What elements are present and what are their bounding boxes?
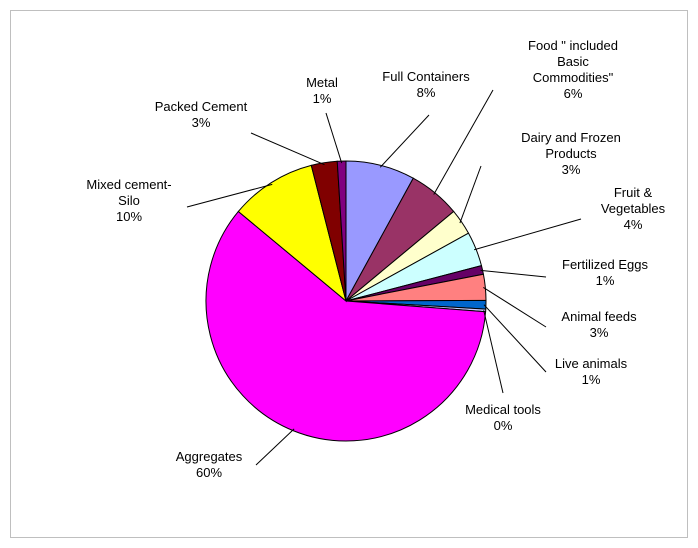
pie-chart: Full Containers 8% Food " included Basic Com… [86,38,665,480]
leader-line-metal [325,112,343,164]
slice-label-line: Fertilized Eggs [562,257,648,272]
leader-line-medical-tools [483,310,504,394]
leader-lines [186,89,582,466]
chart-frame: Full Containers 8% Food " included Basic Com… [10,10,688,538]
slice-label-fruit-vegetables: Fruit & Vegetables 4% [601,185,666,232]
leader-line-full-containers [379,114,430,168]
slice-percent: 1% [582,372,601,387]
slice-label-full-containers: Full Containers 8% [382,69,470,100]
leader-line-live-animals [483,304,547,373]
slice-label-line: Aggregates [176,449,243,464]
slice-label-line: Dairy and Frozen [521,130,621,145]
slice-label-fertilized-eggs: Fertilized Eggs 1% [562,257,648,288]
slice-label-line: Food " included [528,38,618,53]
leader-line-packed-cement [250,132,325,166]
slice-label-line: Silo [118,193,140,208]
leader-line-dairy-and-frozen-products [459,165,482,224]
leader-line-mixed-cement-silo [186,183,273,208]
slice-percent: 6% [564,86,583,101]
slice-label-metal: Metal 1% [306,75,338,106]
slice-percent: 3% [562,162,581,177]
slice-label-live-animals: Live animals 1% [555,356,628,387]
leader-line-aggregates [255,428,295,466]
leader-line-food-included-basic-commodities [433,89,494,195]
slice-label-line: Basic [557,54,589,69]
slice-label-dairy-and-frozen-products: Dairy and Frozen Products 3% [521,130,621,177]
slice-label-line: Live animals [555,356,628,371]
slice-label-line: Fruit & [614,185,653,200]
pie-slice-aggregates [205,210,487,442]
pie-slice-mixed-cement-silo [237,164,347,303]
slice-percent: 3% [590,325,609,340]
slice-percent: 1% [313,91,332,106]
slice-label-line: Vegetables [601,201,666,216]
slice-label-food-included-basic-commodities: Food " included Basic Commodities" 6% [528,38,618,101]
leader-line-animal-feeds [483,286,547,328]
slice-label-line: Packed Cement [155,99,248,114]
slice-percent: 3% [192,115,211,130]
slice-labels: Full Containers 8% Food " included Basic Com… [86,38,665,480]
slice-label-packed-cement: Packed Cement 3% [155,99,248,130]
slice-percent: 10% [116,209,142,224]
slice-percent: 60% [196,465,222,480]
slice-label-mixed-cement-silo: Mixed cement-Silo 10% [86,177,171,224]
slice-percent: 8% [417,85,436,100]
slice-percent: 0% [494,418,513,433]
leader-line-fruit-vegetables [473,218,582,251]
slice-label-medical-tools: Medical tools 0% [465,402,541,433]
slice-label-line: Animal feeds [561,309,637,324]
slice-label-animal-feeds: Animal feeds 3% [561,309,637,340]
slice-label-line: Full Containers [382,69,470,84]
slice-label-line: Commodities" [533,70,614,85]
slice-label-line: Products [545,146,597,161]
slice-label-line: Mixed cement- [86,177,171,192]
slice-percent: 1% [596,273,615,288]
pie-slice-metal [336,160,347,302]
slice-label-line: Metal [306,75,338,90]
slice-percent: 4% [624,217,643,232]
leader-line-fertilized-eggs [480,269,547,278]
slice-label-aggregates: Aggregates 60% [176,449,243,480]
pie-slices [205,160,487,442]
slice-label-line: Medical tools [465,402,541,417]
